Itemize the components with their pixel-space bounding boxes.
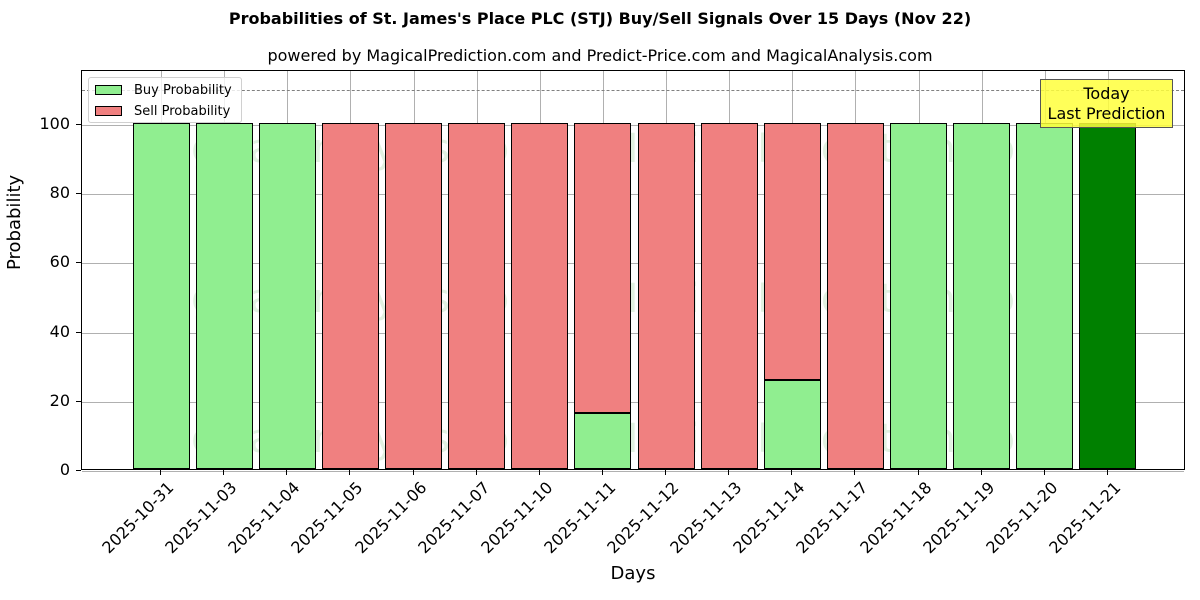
plot-area: MagicalAnalysis.comMagicalPrediction.com…: [81, 69, 1185, 472]
sell-swatch: [95, 106, 122, 116]
bar-2025-11-04: [258, 69, 316, 469]
buy-segment: [953, 122, 1011, 469]
y-tick-label: 80: [49, 183, 70, 203]
x-tick-mark: [538, 470, 540, 475]
buy-segment: [258, 122, 316, 469]
sell-segment: [826, 122, 884, 469]
bar-2025-11-10: [511, 69, 569, 469]
x-tick-mark: [601, 470, 603, 475]
sell-segment: [448, 122, 506, 469]
today-annotation: Today Last Prediction: [1040, 79, 1173, 128]
x-tick-mark: [980, 470, 982, 475]
legend-item-sell: Sell Probability: [95, 102, 230, 120]
buy-swatch: [95, 85, 122, 95]
buy-segment: [763, 379, 821, 469]
buy-segment: [195, 122, 253, 469]
x-tick-mark: [854, 470, 856, 475]
bar-2025-11-21: [1079, 69, 1137, 469]
x-tick-mark: [728, 470, 730, 475]
annotation-line1: Today: [1083, 84, 1130, 103]
chart-subtitle: powered by MagicalPrediction.com and Pre…: [267, 46, 933, 65]
x-tick-mark: [286, 470, 288, 475]
legend-item-buy: Buy Probability: [95, 81, 232, 99]
y-tick-label: 40: [49, 321, 70, 341]
y-tick-label: 20: [49, 390, 70, 410]
sell-segment: [574, 122, 632, 413]
y-tick-label: 0: [59, 460, 70, 479]
grid-line-h: [82, 124, 1184, 126]
grid-line-h: [82, 332, 1184, 334]
y-tick-mark: [76, 400, 81, 402]
x-tick-mark: [791, 470, 793, 475]
bar-2025-11-05: [321, 69, 379, 469]
x-tick-mark: [917, 470, 919, 475]
y-tick-mark: [76, 262, 81, 264]
bar-2025-11-17: [826, 69, 884, 469]
annotation-line2: Last Prediction: [1047, 104, 1166, 123]
bar-2025-11-07: [448, 69, 506, 469]
buy-segment: [574, 412, 632, 469]
bar-2025-11-19: [953, 69, 1011, 469]
x-tick-mark: [1106, 470, 1108, 475]
bar-2025-11-11: [574, 69, 632, 469]
sell-segment: [700, 122, 758, 469]
sell-segment: [637, 122, 695, 469]
legend-buy-label: Buy Probability: [134, 82, 232, 98]
legend-sell-label: Sell Probability: [134, 103, 231, 119]
y-tick-mark: [76, 193, 81, 195]
bar-2025-11-12: [637, 69, 695, 469]
bar-2025-11-18: [890, 69, 948, 469]
bar-2025-11-20: [1016, 69, 1074, 469]
y-tick-mark: [76, 123, 81, 125]
grid-line-h: [82, 401, 1184, 403]
x-tick-mark: [475, 470, 477, 475]
x-tick-mark: [160, 470, 161, 475]
legend: Buy Probability Sell Probability: [88, 77, 242, 123]
sell-segment: [763, 122, 821, 380]
grid-line-h: [82, 263, 1184, 265]
buy-segment: [132, 122, 190, 469]
y-tick-mark: [76, 470, 81, 471]
y-tick-mark: [76, 331, 81, 333]
y-tick-label: 60: [49, 252, 70, 272]
y-tick-label: 100: [39, 113, 70, 133]
x-tick-mark: [349, 470, 351, 475]
x-tick-mark: [1043, 470, 1045, 475]
buy-segment: [1016, 122, 1074, 469]
chart-title: Probabilities of St. James's Place PLC (…: [228, 9, 972, 28]
buy-segment: [890, 122, 948, 469]
bar-2025-11-13: [700, 69, 758, 469]
grid-line-h: [82, 471, 1184, 472]
bar-2025-11-06: [385, 69, 443, 469]
x-tick-mark: [412, 470, 414, 475]
x-axis-label: Days: [610, 563, 656, 584]
bar-2025-11-03: [195, 69, 253, 469]
grid-line-h: [82, 194, 1184, 196]
sell-segment: [321, 122, 379, 469]
bar-2025-11-14: [763, 69, 821, 469]
x-tick-mark: [223, 470, 225, 475]
x-tick-mark: [665, 470, 667, 475]
buy-segment: [1079, 122, 1137, 469]
sell-segment: [511, 122, 569, 469]
y-axis-label: Probability: [4, 174, 25, 270]
bar-2025-10-31: [132, 69, 190, 469]
reference-line: [82, 90, 1184, 92]
sell-segment: [385, 122, 443, 469]
